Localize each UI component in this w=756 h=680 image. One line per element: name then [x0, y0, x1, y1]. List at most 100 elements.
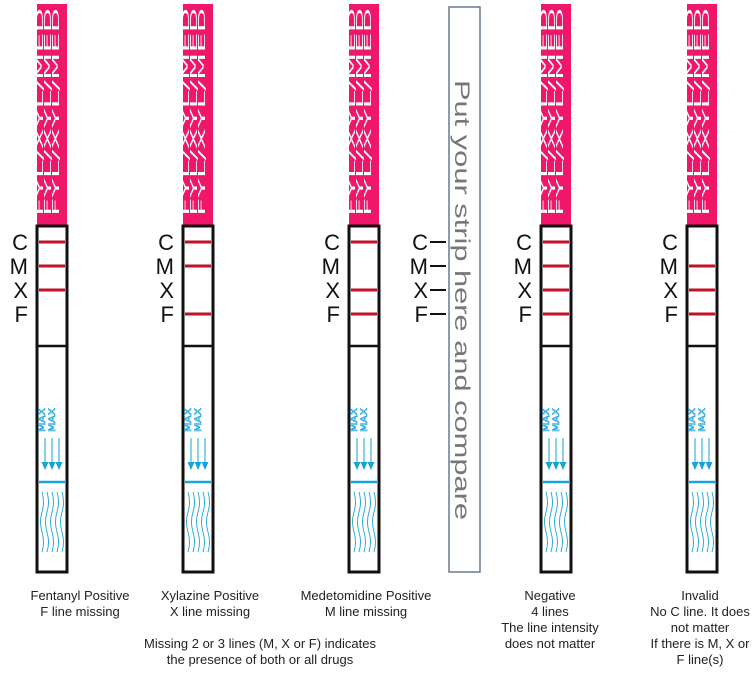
strip-pink-head [349, 4, 379, 226]
strip-pink-head [541, 4, 571, 226]
caption-line: The line intensity [501, 620, 599, 635]
line-letter-c: C [324, 230, 340, 255]
caption-line: does not matter [504, 636, 596, 651]
wave-line [372, 491, 376, 553]
strip-label-text: FYL/XYL/MED [189, 7, 200, 216]
wave-line [695, 491, 699, 553]
wave-line [710, 491, 714, 553]
wave-line [362, 491, 366, 553]
caption-line: M line missing [324, 604, 408, 619]
compare-letter-c: C [412, 230, 428, 255]
line-letter-f: F [161, 302, 174, 327]
max-mark-text: MAX [48, 408, 58, 432]
strip-label-text: FYL/XYL/MED [363, 7, 374, 216]
line-letter-x: X [159, 278, 174, 303]
note-line: Missing 2 or 3 lines (M, X or F) indicat… [144, 636, 376, 651]
strip-label-text: FYL/XYL/MED [347, 7, 358, 216]
wave-line [201, 491, 205, 553]
caption-line: Xylazine Positive [160, 588, 260, 603]
line-letter-m: M [660, 254, 678, 279]
line-letter-m: M [156, 254, 174, 279]
compare-strip-outline [448, 6, 481, 573]
flow-arrows [545, 438, 567, 470]
line-letter-c: C [516, 230, 532, 255]
max-mark-text: MAX [184, 408, 194, 432]
arrow-head [353, 462, 361, 470]
wave-line [55, 491, 59, 553]
arrow-head [201, 462, 209, 470]
strip-invalid: FYL/XYL/MEDFYL/XYL/MEDFYL/XYL/MEDCMXFMAX… [660, 4, 719, 574]
arrow-head [559, 462, 567, 470]
strip-medetomidine: FYL/XYL/MEDFYL/XYL/MEDFYL/XYL/MEDCMXFMAX… [322, 4, 381, 574]
wave-line [357, 491, 361, 553]
line-letter-x: X [663, 278, 678, 303]
wave-line [186, 491, 190, 553]
flow-arrows [187, 438, 209, 470]
strip-label-text: FYL/XYL/MED [181, 7, 192, 216]
arrow-head [691, 462, 699, 470]
max-mark-text: MAX [688, 408, 698, 432]
caption-negative: Negative 4 lines The line intensity does no… [485, 588, 615, 652]
arrow-head [41, 462, 49, 470]
strip-label-text: FYL/XYL/MED [51, 7, 62, 216]
line-letter-f: F [519, 302, 532, 327]
line-letter-f: F [15, 302, 28, 327]
line-letter-f: F [327, 302, 340, 327]
wave-line [544, 491, 548, 553]
max-mark-text: MAX [698, 408, 708, 432]
strip-xylazine: FYL/XYL/MEDFYL/XYL/MEDFYL/XYL/MEDCMXFMAX… [156, 4, 215, 574]
caption-line: Fentanyl Positive [30, 588, 130, 603]
wave-line [549, 491, 553, 553]
max-mark-text: MAX [542, 408, 552, 432]
max-mark-text: MAX [194, 408, 204, 432]
max-mark-text: MAX [360, 408, 370, 432]
strip-label-text: FYL/XYL/MED [701, 7, 712, 216]
strip-label-text: FYL/XYL/MED [539, 7, 550, 216]
compare-letter-m: M [410, 254, 428, 279]
wave-line [40, 491, 44, 553]
note-line: the presence of both or all drugs [166, 652, 354, 667]
strip-label-text: FYL/XYL/MED [35, 7, 46, 216]
strip-body-frame [685, 224, 719, 574]
wave-line [705, 491, 709, 553]
max-mark-text: MAX [38, 408, 48, 432]
strip-label-text: FYL/XYL/MED [43, 7, 54, 216]
flow-arrows [353, 438, 375, 470]
arrow-head [545, 462, 553, 470]
strip-label-text: FYL/XYL/MED [355, 7, 366, 216]
compare-letter-f: F [415, 302, 428, 327]
flow-arrows [41, 438, 63, 470]
arrow-head [360, 462, 368, 470]
strip-body-frame [35, 224, 69, 574]
wave-line [559, 491, 563, 553]
caption-medetomidine: Medetomidine Positive M line missing [281, 588, 451, 620]
wave-line [367, 491, 371, 553]
wave-line [45, 491, 49, 553]
wave-line [700, 491, 704, 553]
line-letter-x: X [517, 278, 532, 303]
arrow-head [194, 462, 202, 470]
arrow-head [705, 462, 713, 470]
strip-label-text: FYL/XYL/MED [693, 7, 704, 216]
strip-label-text: FYL/XYL/MED [197, 7, 208, 216]
line-letter-m: M [514, 254, 532, 279]
strip-negative: FYL/XYL/MEDFYL/XYL/MEDFYL/XYL/MEDCMXFMAX… [514, 4, 573, 574]
caption-line: not matter [670, 620, 730, 635]
caption-line: X line missing [169, 604, 251, 619]
caption-line: Invalid [681, 588, 719, 603]
strip-body-frame [539, 224, 573, 574]
wave-line [206, 491, 210, 553]
max-mark-text: MAX [350, 408, 360, 432]
multi-drug-note: Missing 2 or 3 lines (M, X or F) indicat… [120, 636, 400, 668]
caption-line: 4 lines [531, 604, 569, 619]
caption-line: If there is M, X or [650, 636, 750, 651]
arrow-head [698, 462, 706, 470]
flow-arrows [691, 438, 713, 470]
line-letter-c: C [12, 230, 28, 255]
arrow-head [367, 462, 375, 470]
wave-line [191, 491, 195, 553]
arrow-head [48, 462, 56, 470]
line-letter-x: X [325, 278, 340, 303]
